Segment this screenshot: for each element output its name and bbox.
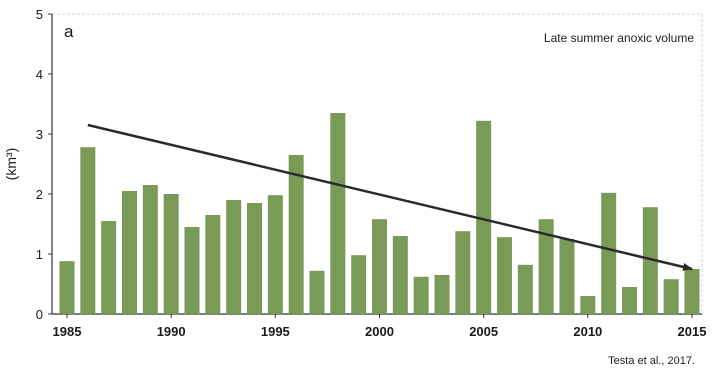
chart-title: Late summer anoxic volume: [544, 31, 694, 45]
bar-1994: [247, 203, 262, 314]
bar-2012: [622, 287, 637, 314]
bar-1996: [288, 155, 304, 314]
bar-1997: [309, 270, 325, 314]
bar-2009: [559, 239, 575, 314]
y-tick-label-3: 3: [36, 127, 43, 142]
bar-2005: [476, 120, 492, 314]
bar-2002: [413, 276, 429, 314]
bar-2001: [392, 236, 408, 314]
bar-2015: [684, 269, 700, 314]
y-axis-ticks: 0 1 2 3 4 5: [36, 7, 52, 322]
bar-1993: [226, 200, 242, 314]
x-axis-ticks: 1985 1990 1995 2000 2005 2010 2015: [53, 314, 707, 339]
x-tick-label-2000: 2000: [365, 324, 394, 339]
bar-2006: [497, 237, 512, 314]
bar-2007: [517, 264, 533, 314]
x-tick-label-2015: 2015: [678, 324, 707, 339]
x-tick-label-1995: 1995: [261, 324, 290, 339]
panel-label: a: [64, 22, 74, 41]
bar-1991: [184, 227, 200, 314]
bar-1990: [163, 194, 179, 314]
bar-1998: [330, 113, 346, 314]
y-tick-label-4: 4: [36, 67, 43, 82]
bar-2011: [601, 192, 617, 314]
y-tick-label-2: 2: [36, 187, 43, 202]
y-tick-label-5: 5: [36, 7, 43, 22]
bar-2000: [372, 219, 387, 314]
y-axis-label: (km³): [3, 148, 19, 181]
bar-1988: [122, 191, 137, 314]
bar-1986: [80, 147, 96, 314]
bar-1995: [267, 195, 283, 314]
bar-2003: [434, 275, 450, 314]
source-note: Testa et al., 2017.: [608, 355, 695, 367]
bar-2008: [538, 219, 554, 314]
bar-2010: [580, 296, 596, 314]
bar-1999: [351, 255, 367, 314]
x-tick-label-1985: 1985: [53, 324, 82, 339]
trend-arrow: [87, 123, 693, 271]
x-tick-label-2005: 2005: [469, 324, 498, 339]
bar-2013: [642, 207, 658, 314]
bar-1989: [142, 185, 158, 314]
y-tick-label-1: 1: [36, 247, 43, 262]
x-tick-label-1990: 1990: [157, 324, 186, 339]
bar-2014: [663, 279, 679, 314]
x-tick-label-2010: 2010: [573, 324, 602, 339]
bar-series: [59, 113, 700, 314]
bar-1992: [205, 215, 221, 314]
bar-1987: [101, 221, 117, 314]
bar-1985: [59, 261, 75, 314]
y-tick-label-0: 0: [36, 307, 43, 322]
bar-2004: [455, 231, 471, 314]
